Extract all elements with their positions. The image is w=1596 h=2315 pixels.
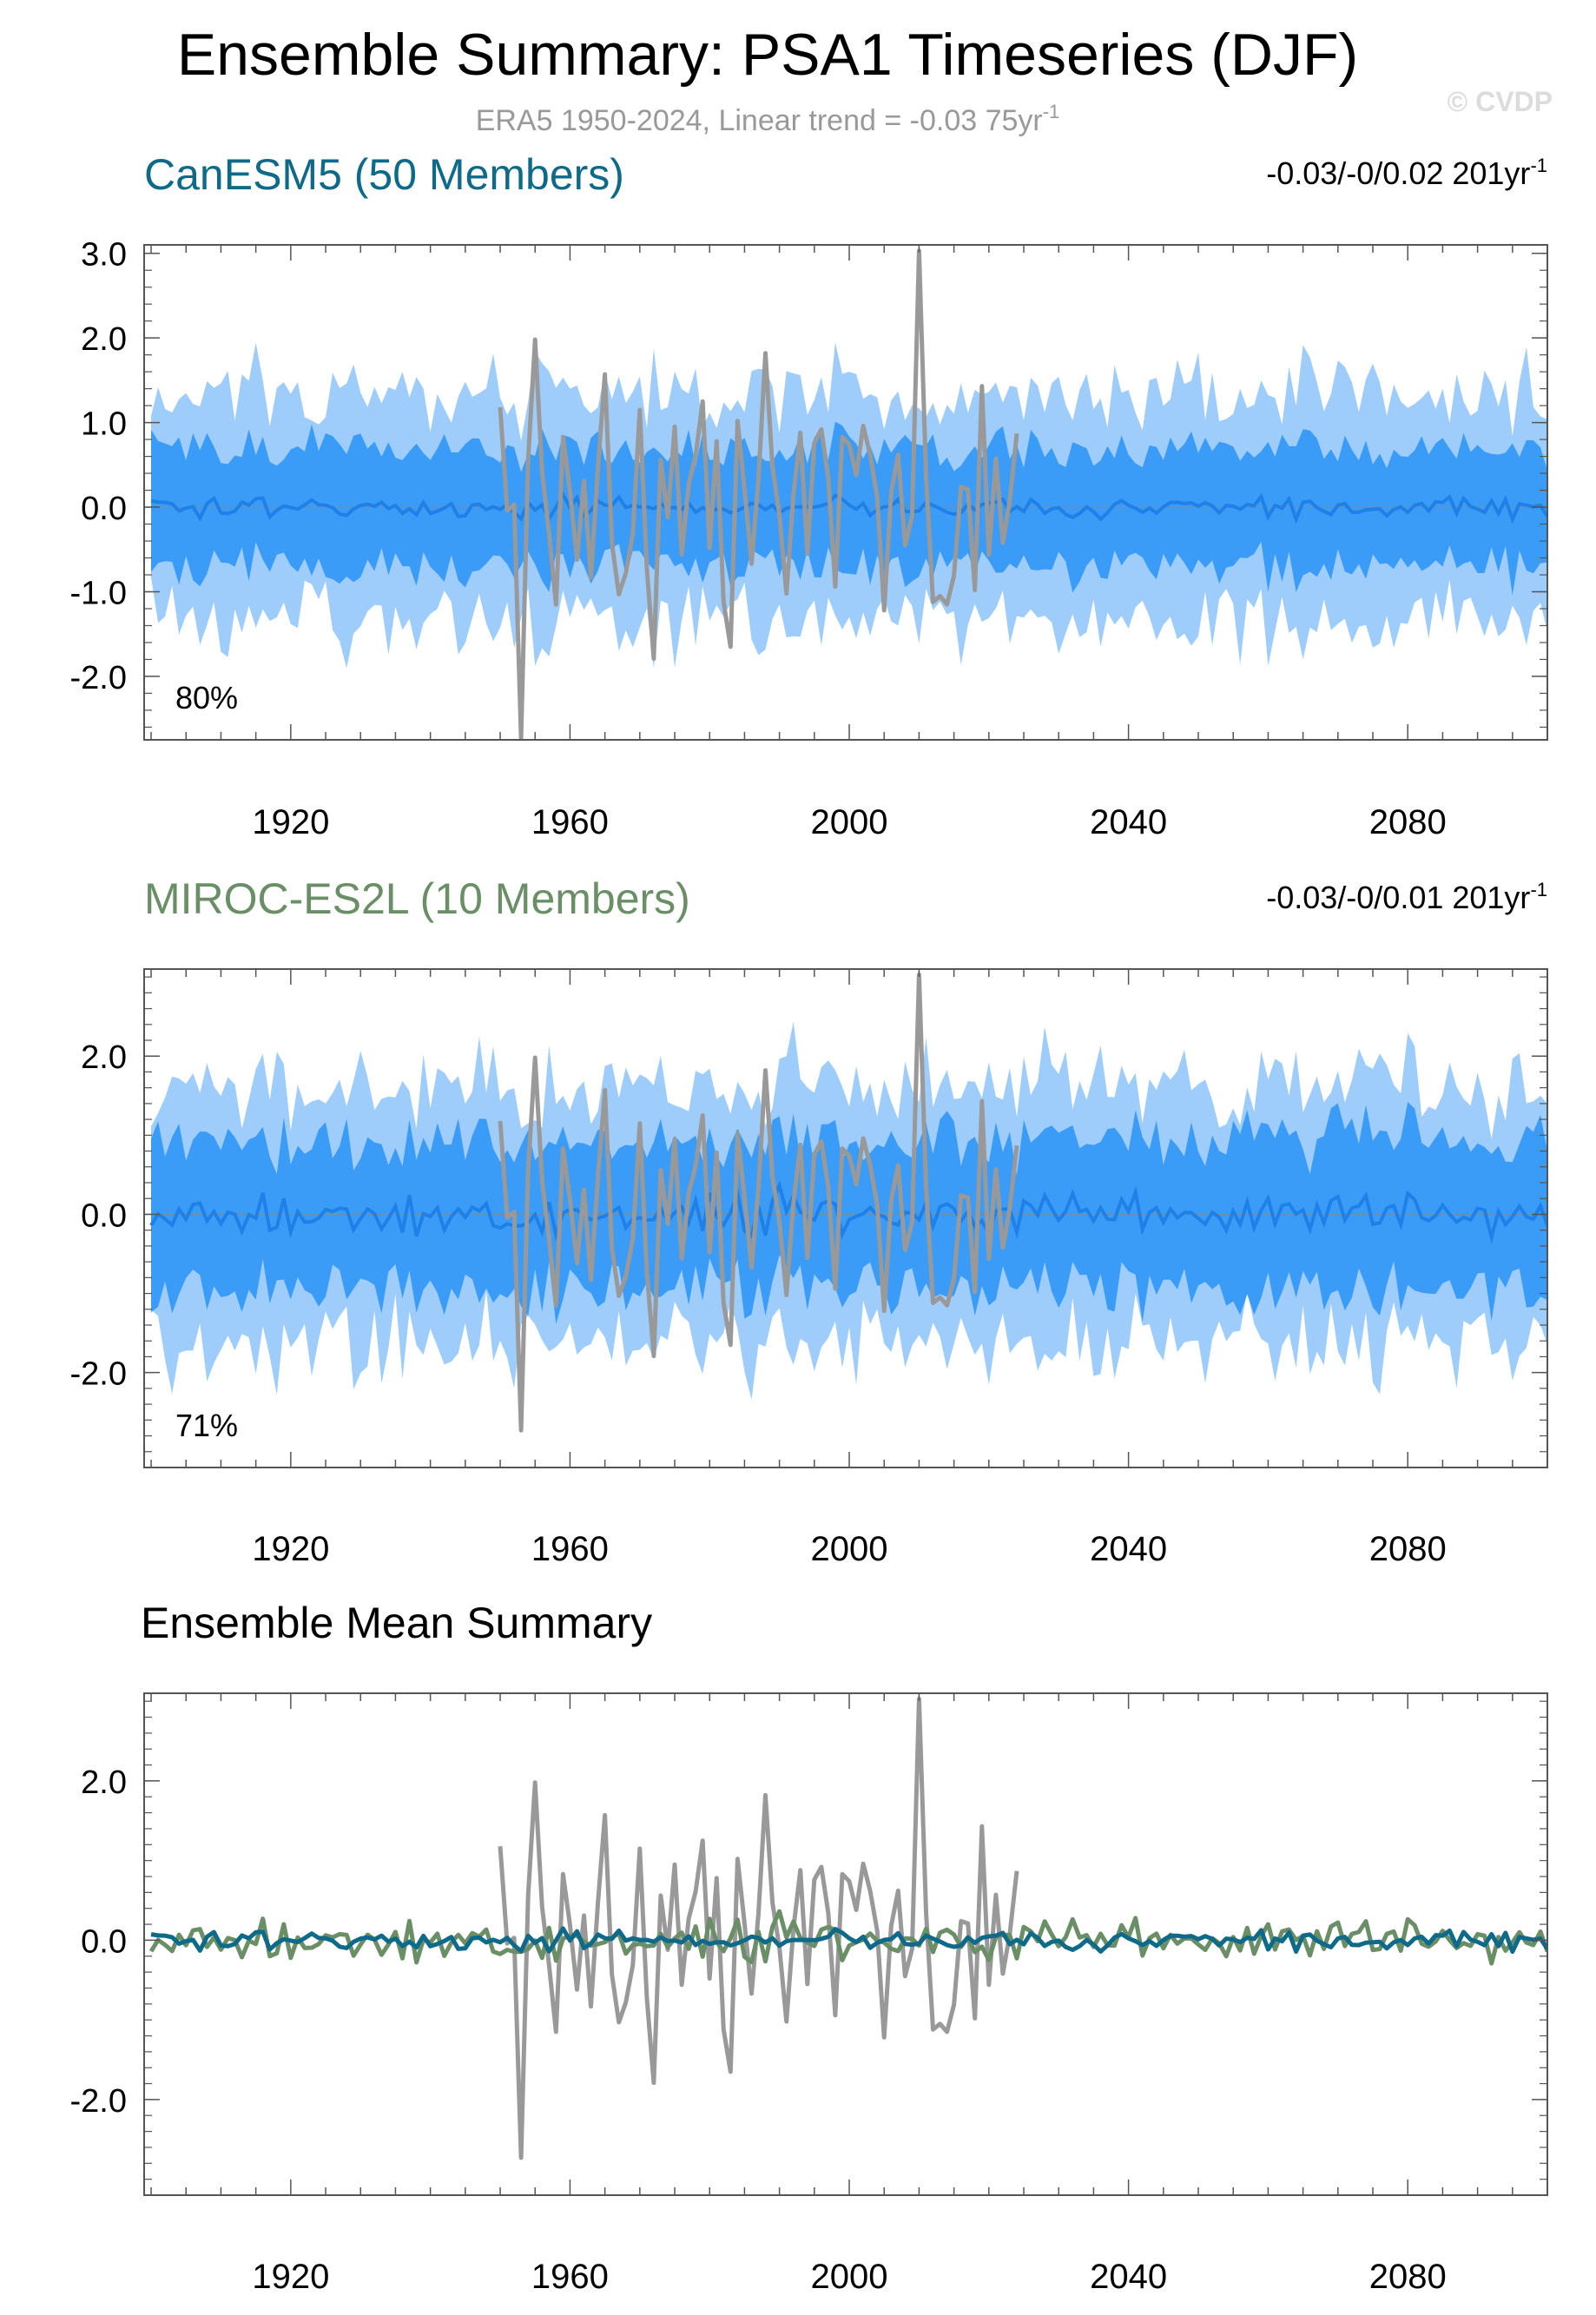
x-tick-label: 2040 [1090,803,1167,841]
y-tick-label: -1.0 [70,575,127,611]
band-25-75 [151,421,1547,596]
x-tick-label: 2000 [811,2258,888,2296]
era5-line [498,1696,1019,2160]
x-tick-label: 2080 [1369,2258,1447,2296]
x-tick-label: 2000 [811,803,888,841]
x-tick-label: 2040 [1090,2258,1167,2296]
y-tick-label: -2.0 [70,1356,127,1393]
panel-title: Ensemble Mean Summary [141,1599,652,1647]
percent-label: 80% [175,680,238,716]
y-tick-label: 0.0 [81,491,127,527]
canesm5-mean-line [150,1926,1547,1955]
x-tick-label: 1920 [252,2258,329,2296]
ensemble-mean-line [149,1180,1547,1244]
y-tick-label: 2.0 [81,1039,127,1076]
plot-area [144,972,1547,1433]
watermark: © CVDP [1448,86,1553,117]
trend-label: -0.03/-0/0.01 201yr-1 [1266,879,1547,915]
x-tick-label: 2000 [811,1530,888,1568]
panel-title: CanESM5 (50 Members) [144,150,624,199]
subtitle: ERA5 1950-2024, Linear trend = -0.03 75y… [476,101,1060,137]
panel-title: MIROC-ES2L (10 Members) [144,874,690,923]
trend-label: -0.03/-0/0.02 201yr-1 [1266,155,1547,191]
y-tick-label: 1.0 [81,406,127,443]
x-tick-label: 2080 [1369,803,1447,841]
plot-area [144,248,1547,740]
y-tick-label: 2.0 [81,321,127,358]
x-tick-label: 2040 [1090,1530,1167,1568]
plot-area [148,1696,1547,2160]
y-tick-label: -2.0 [70,660,127,696]
era5-line [498,248,1019,740]
ensemble-mean-line [150,491,1547,524]
plot-frame [143,968,1548,1468]
x-tick-label: 1960 [531,803,609,841]
y-tick-label: 0.0 [81,1197,127,1234]
miroc-es2l-panel: -2.0 0.0 2.0 1920 1960 2000 2040 2080 MIROC-ES2L… [70,874,1548,1568]
ensemble-mean-panel: -2.0 0.0 2.0 1920 1960 2000 2040 2080 Ensemble M… [70,1599,1548,2296]
y-tick-label: 3.0 [81,237,127,274]
subtitle-sup: -1 [1043,101,1060,122]
x-tick-label: 1960 [531,2258,609,2296]
y-tick-label: -2.0 [70,2083,127,2120]
band-25-75 [151,1102,1547,1324]
x-tick-label: 1920 [252,1530,329,1568]
canesm5-panel: -2.0 -1.0 0.0 1.0 2.0 3.0 1920 1960 2000 2040 2080… [70,150,1548,841]
percent-label: 71% [175,1408,238,1443]
y-tick-label: 0.0 [81,1923,127,1960]
y-tick-label: 2.0 [81,1764,127,1801]
plot-frame [143,1692,1548,2196]
era5-line [498,972,1019,1433]
plot-frame [143,244,1548,741]
x-tick-label: 2080 [1369,1530,1447,1568]
main-title: Ensemble Summary: PSA1 Timeseries (DJF) [177,22,1358,88]
x-tick-label: 1960 [531,1530,609,1568]
x-tick-label: 1920 [252,803,329,841]
